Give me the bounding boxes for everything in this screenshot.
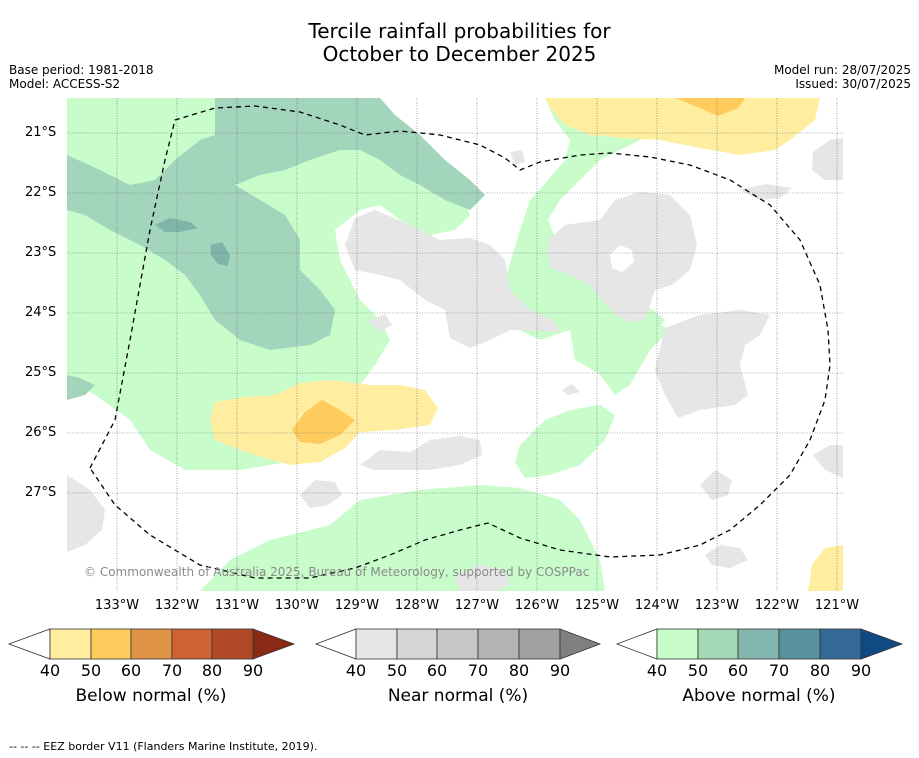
near-normal-40-patch-west [67, 475, 105, 552]
legend-near-tick-50: 50 [386, 661, 408, 680]
model-name: Model: ACCESS-S2 [9, 77, 121, 91]
near-normal-40-region-central [345, 210, 560, 348]
latitude-grid [67, 132, 843, 494]
lon-label-133w: 133°W [94, 598, 140, 613]
title-line-2: October to December 2025 [322, 42, 597, 66]
lon-label-121w: 121°W [814, 598, 860, 613]
chart-title: Tercile rainfall probabilities for Octob… [0, 20, 919, 66]
lon-label-127w: 127°W [454, 598, 500, 613]
above-normal-40-region-southeast [515, 405, 615, 478]
below-normal-50-core-northeast [675, 98, 745, 116]
lon-label-132w: 132°W [154, 598, 200, 613]
eez-border [89, 105, 831, 579]
legend-below-tick-50: 50 [80, 661, 102, 680]
legend-near-tick-60: 60 [426, 661, 448, 680]
legend-near-tick-90: 90 [549, 661, 571, 680]
near-normal-40-patch-east-edge-2 [813, 445, 843, 478]
legend-above-tick-40: 40 [646, 661, 668, 680]
legend-near-normal-title: Near normal (%) [387, 686, 529, 706]
lat-label-26s: 26°S [25, 425, 57, 440]
lat-label-24s: 24°S [25, 305, 57, 320]
legend-below-tick-40: 40 [39, 661, 61, 680]
legend-below-tick-60: 60 [120, 661, 142, 680]
lat-label-21s: 21°S [25, 125, 57, 140]
lat-label-22s: 22°S [25, 185, 57, 200]
legend-above-tick-90: 90 [850, 661, 872, 680]
copyright-notice: © Commonwealth of Australia 2025, Bureau… [84, 565, 590, 579]
near-normal-40-region-far-east [655, 310, 770, 418]
near-normal-40-patch-south-east [705, 545, 748, 568]
legend-above-tick-50: 50 [687, 661, 709, 680]
legend-above-tick-70: 70 [768, 661, 790, 680]
above-normal-40-region-east [585, 320, 670, 395]
above-normal-50-region [67, 98, 485, 400]
meta-left: Base period: 1981-2018 Model: ACCESS-S2 [9, 63, 154, 91]
above-normal-60-patch-2 [210, 242, 230, 266]
legend-above-normal-title: Above normal (%) [682, 686, 836, 706]
legend-above-normal-colorbar [615, 628, 904, 660]
legend-below-tick-90: 90 [242, 661, 264, 680]
issued-date: Issued: 30/07/2025 [795, 77, 911, 91]
base-period: Base period: 1981-2018 [9, 63, 154, 77]
lon-label-130w: 130°W [274, 598, 320, 613]
map-field [67, 98, 843, 591]
below-normal-40-region-northeast [545, 98, 820, 155]
lon-label-131w: 131°W [214, 598, 260, 613]
lat-label-23s: 23°S [25, 245, 57, 260]
legend-below-tick-70: 70 [161, 661, 183, 680]
near-normal-40-patch-tiny [368, 314, 392, 332]
lon-label-129w: 129°W [334, 598, 380, 613]
lat-label-25s: 25°S [25, 365, 57, 380]
above-normal-60-patch-1 [155, 218, 198, 232]
lon-label-124w: 124°W [634, 598, 680, 613]
white-patch-east [610, 245, 634, 272]
eez-footnote: -- -- -- EEZ border V11 (Flanders Marine… [9, 740, 318, 753]
near-normal-40-patch-south [455, 565, 510, 591]
title-line-1: Tercile rainfall probabilities for [308, 19, 611, 43]
near-normal-40-patch-tiny-3 [510, 150, 525, 165]
lon-label-128w: 128°W [394, 598, 440, 613]
near-normal-40-patch-south-central [360, 436, 482, 470]
legend-near-tick-70: 70 [467, 661, 489, 680]
legend-above-tick-60: 60 [727, 661, 749, 680]
legend-below-normal-colorbar [7, 628, 296, 660]
lat-label-27s: 27°S [25, 485, 57, 500]
near-normal-40-patch-north-east [740, 184, 792, 200]
lon-label-126w: 126°W [514, 598, 560, 613]
near-normal-40-patch-mid-east [700, 470, 732, 500]
model-run: Model run: 28/07/2025 [773, 63, 911, 77]
legend-below-tick-80: 80 [201, 661, 223, 680]
legend-near-tick-40: 40 [345, 661, 367, 680]
legend-near-normal-colorbar [314, 628, 602, 660]
longitude-grid [116, 98, 838, 591]
lon-label-125w: 125°W [574, 598, 620, 613]
below-normal-40-region-southeast [808, 545, 843, 591]
lon-label-122w: 122°W [754, 598, 800, 613]
near-normal-40-patch-tiny-2 [562, 384, 580, 395]
lon-label-123w: 123°W [694, 598, 740, 613]
near-normal-40-patch-east-edge [812, 138, 843, 180]
near-normal-40-patch-small [300, 480, 342, 508]
legend-below-normal-title: Below normal (%) [75, 686, 227, 706]
legend-above-tick-80: 80 [809, 661, 831, 680]
legend-near-tick-80: 80 [508, 661, 530, 680]
meta-right: Model run: 28/07/2025 Issued: 30/07/2025 [774, 63, 911, 91]
above-normal-40-region-south [130, 485, 605, 591]
